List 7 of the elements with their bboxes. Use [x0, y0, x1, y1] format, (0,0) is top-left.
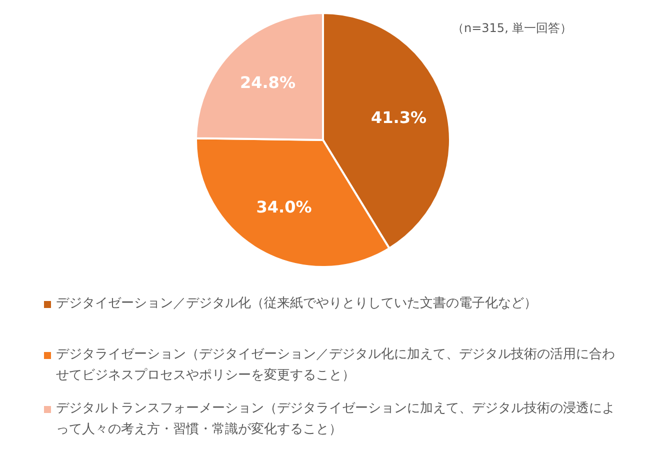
data-label: 24.8% [240, 73, 296, 92]
data-label: 41.3% [371, 108, 427, 127]
legend-label: デジタイゼーション／デジタル化（従来紙でやりとりしていた文書の電子化など） [56, 295, 537, 313]
legend-label: デジタライゼーション（デジタイゼーション／デジタル化に加えて、デジタル技術の活用に合わせてビジネスプロセスやポリシーを変更すること） [56, 346, 616, 385]
legend-label: デジタルトランスフォーメーション（デジタライゼーションに加えて、デジタル技術の浸透によって人々の考え方・習慣・常識が変化すること） [56, 400, 616, 439]
text: （n=315, 単一回答） [452, 20, 572, 37]
data-label: 34.0% [256, 198, 312, 217]
